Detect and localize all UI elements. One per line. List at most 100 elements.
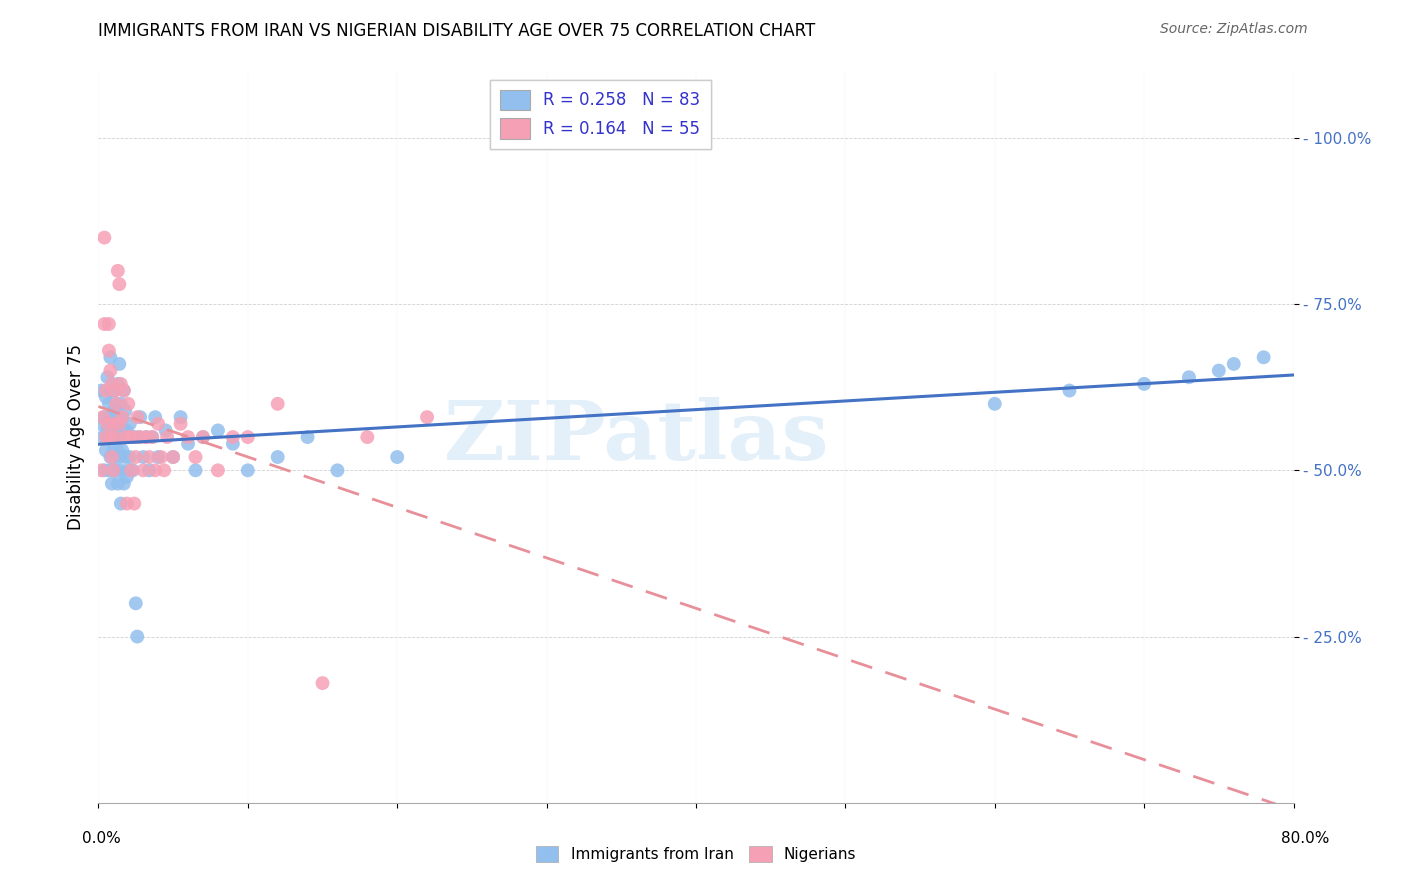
Point — [115, 497, 138, 511]
Point — [132, 463, 155, 477]
Point — [129, 430, 152, 444]
Point — [97, 343, 120, 358]
Point — [104, 384, 127, 398]
Point — [112, 476, 135, 491]
Point — [97, 317, 120, 331]
Point — [177, 436, 200, 450]
Point — [118, 450, 141, 464]
Point — [132, 450, 155, 464]
Point — [141, 430, 163, 444]
Point — [98, 410, 122, 425]
Point — [117, 430, 139, 444]
Point — [91, 430, 114, 444]
Point — [111, 410, 134, 425]
Point — [90, 384, 112, 398]
Point — [97, 430, 120, 444]
Point — [1178, 370, 1201, 384]
Point — [118, 417, 141, 431]
Point — [110, 397, 132, 411]
Point — [112, 384, 135, 398]
Point — [127, 630, 149, 644]
Point — [110, 430, 132, 444]
Point — [91, 410, 114, 425]
Point — [1059, 384, 1081, 398]
Point — [184, 463, 207, 477]
Point — [117, 397, 139, 411]
Point — [416, 410, 439, 425]
Point — [169, 410, 191, 425]
Point — [143, 463, 166, 477]
Point — [222, 430, 245, 444]
Point — [207, 463, 229, 477]
Point — [110, 497, 132, 511]
Point — [103, 417, 125, 431]
Point — [98, 351, 122, 365]
Point — [96, 424, 118, 438]
Point — [117, 463, 139, 477]
Text: ZIPatlas: ZIPatlas — [443, 397, 830, 477]
Point — [125, 596, 148, 610]
Point — [107, 476, 129, 491]
Point — [115, 470, 138, 484]
Point — [124, 497, 146, 511]
Text: IMMIGRANTS FROM IRAN VS NIGERIAN DISABILITY AGE OVER 75 CORRELATION CHART: IMMIGRANTS FROM IRAN VS NIGERIAN DISABIL… — [98, 22, 815, 40]
Point — [138, 463, 160, 477]
Point — [184, 450, 207, 464]
Point — [101, 376, 124, 391]
Point — [114, 450, 136, 464]
Point — [326, 463, 349, 477]
Point — [93, 230, 115, 244]
Point — [107, 376, 129, 391]
Point — [236, 463, 259, 477]
Point — [112, 384, 135, 398]
Point — [118, 430, 141, 444]
Point — [103, 443, 125, 458]
Point — [97, 463, 120, 477]
Point — [93, 463, 115, 477]
Point — [104, 450, 127, 464]
Point — [115, 424, 138, 438]
Point — [135, 430, 157, 444]
Point — [135, 430, 157, 444]
Point — [107, 264, 129, 278]
Point — [267, 450, 290, 464]
Point — [156, 430, 179, 444]
Point — [120, 430, 142, 444]
Point — [141, 430, 163, 444]
Point — [267, 397, 290, 411]
Point — [96, 417, 118, 431]
Point — [356, 430, 378, 444]
Point — [125, 450, 148, 464]
Point — [1223, 357, 1246, 371]
Point — [150, 450, 173, 464]
Point — [207, 424, 229, 438]
Point — [105, 430, 128, 444]
Point — [104, 384, 127, 398]
Point — [108, 277, 131, 292]
Point — [110, 376, 132, 391]
Text: 80.0%: 80.0% — [1281, 831, 1329, 846]
Point — [93, 317, 115, 331]
Point — [96, 370, 118, 384]
Point — [111, 443, 134, 458]
Point — [104, 430, 127, 444]
Point — [101, 450, 124, 464]
Point — [162, 450, 184, 464]
Point — [104, 417, 127, 431]
Point — [94, 390, 117, 404]
Point — [110, 463, 132, 477]
Point — [103, 463, 125, 477]
Point — [121, 463, 143, 477]
Point — [1133, 376, 1156, 391]
Point — [169, 417, 191, 431]
Point — [983, 397, 1005, 411]
Point — [108, 450, 131, 464]
Point — [155, 424, 177, 438]
Text: 0.0%: 0.0% — [82, 831, 121, 846]
Point — [98, 430, 122, 444]
Point — [94, 443, 117, 458]
Point — [98, 450, 122, 464]
Point — [90, 463, 112, 477]
Point — [191, 430, 214, 444]
Point — [153, 463, 176, 477]
